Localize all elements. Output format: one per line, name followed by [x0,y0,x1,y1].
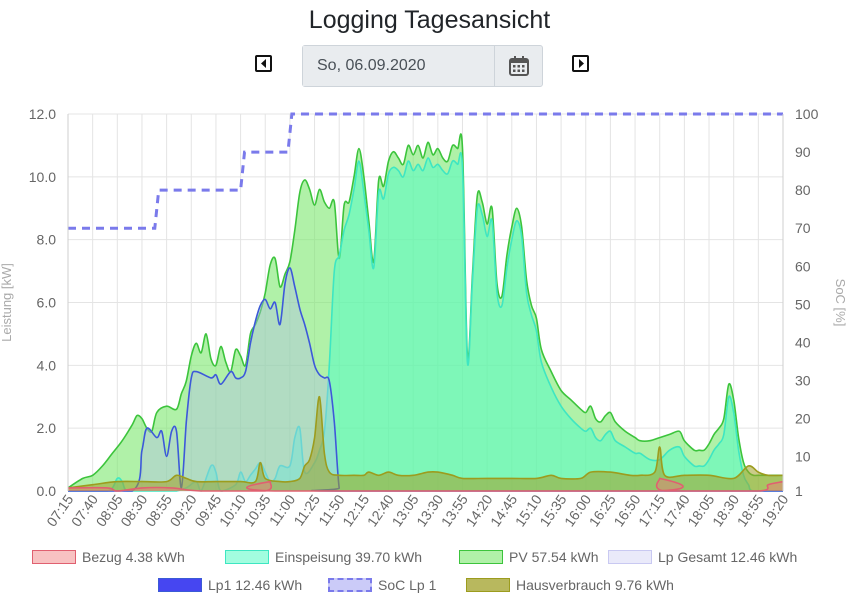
series-line-bezug [67,477,784,492]
previous-day-button[interactable] [255,55,272,72]
series-line-lp1 [68,267,783,492]
y2-tick-label: 1 [795,483,803,499]
calendar-icon [509,56,529,76]
legend-item-einspeisung[interactable]: Einspeisung 39.70 kWh [225,548,422,566]
y-tick-label: 4.0 [37,357,57,373]
legend-label: PV 57.54 kWh [509,549,599,565]
y-tick-label: 0.0 [37,483,57,499]
legend-swatch [32,550,76,564]
legend-swatch [466,578,510,592]
legend-item-hausverbrauch[interactable]: Hausverbrauch 9.76 kWh [466,576,674,594]
legend-swatch [459,550,503,564]
y-tick-label: 6.0 [37,295,57,311]
legend-label: Einspeisung 39.70 kWh [275,549,423,565]
series-area-lp [68,267,783,491]
legend-item-pv[interactable]: PV 57.54 kWh [459,548,599,566]
legend-item-lp1[interactable]: Lp1 12.46 kWh [158,576,302,594]
y-tick-label: 2.0 [37,420,57,436]
calendar-button[interactable] [494,46,543,86]
y2-tick-label: 10 [795,449,811,465]
y2-tick-label: 20 [795,411,811,427]
y2-tick-label: 60 [795,258,811,274]
series-line-einspeisung [68,151,783,492]
y2-tick-label: 30 [795,373,811,389]
y2-axis-title: SoC [%] [833,279,848,327]
legend-swatch [328,578,372,592]
y-axis-title: Leistung [kW] [0,263,14,342]
next-day-button[interactable] [572,55,589,72]
y2-tick-label: 100 [795,106,819,122]
y-tick-label: 12.0 [29,106,56,122]
legend-item-soc[interactable]: SoC Lp 1 [328,576,436,594]
legend-label: Lp Gesamt 12.46 kWh [658,549,798,565]
x-tick-label: 11:25 [290,491,323,528]
y2-tick-label: 90 [795,144,811,160]
legend-item-bezug[interactable]: Bezug 4.38 kWh [32,548,185,566]
legend-label: Bezug 4.38 kWh [82,549,185,565]
series-area-lp1 [68,267,783,491]
series-area-hausverbrauch [68,396,783,491]
x-tick-label: 19:20 [758,491,791,529]
y-tick-label: 10.0 [29,169,56,185]
legend-label: Lp1 12.46 kWh [208,577,303,593]
y2-tick-label: 40 [795,334,811,350]
power-chart: 0.0 2.0 4.0 6.0 8.0 10.0 12.0 1 10 20 30 40 50 60 70 80… [0,106,848,529]
date-input[interactable] [303,46,494,86]
legend-label: Hausverbrauch 9.76 kWh [516,577,674,593]
y-tick-label: 8.0 [37,232,57,248]
legend-swatch [225,550,269,564]
series-line-soc [68,112,783,230]
x-tick-label: 10:35 [240,491,273,529]
date-picker [302,45,543,87]
page-title: Logging Tagesansicht [308,6,551,34]
y2-tick-label: 70 [795,220,811,236]
series-area-bezug [68,478,783,491]
series-line-pv [67,133,783,489]
y2-tick-label: 80 [795,182,811,198]
caret-left-square-icon [261,59,266,68]
series-line-hausverbrauch [67,395,784,489]
chart-series [67,112,784,492]
y2-tick-label: 50 [795,296,811,312]
legend-swatch [608,550,652,564]
legend-swatch [158,578,202,592]
legend-label: SoC Lp 1 [378,577,437,593]
x-tick-label: 11:00 [266,491,299,528]
series-area-einspeisung [68,152,783,491]
caret-right-square-icon [579,59,584,68]
legend-item-lp[interactable]: Lp Gesamt 12.46 kWh [608,548,797,566]
